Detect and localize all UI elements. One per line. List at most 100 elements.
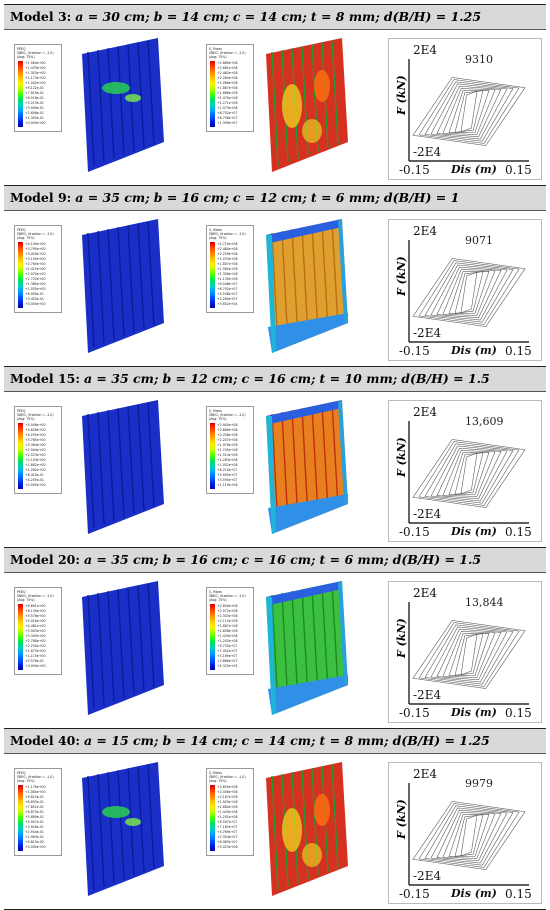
color-scale-bar xyxy=(18,604,23,670)
legend-value: +1.887e+08 xyxy=(217,624,238,628)
legend-value: +1.673e+00 xyxy=(25,649,46,653)
hysteresis-plot: 2E4 -2E4 F (kN) 9310 -0.15 Dis (m) 0.15 xyxy=(388,38,542,180)
legend-value: +0.000e+00 xyxy=(25,121,46,125)
param-a: a = 35 cm; xyxy=(83,552,159,567)
legend-value: +7.183e+07 xyxy=(217,825,238,829)
peeq-legend: PEEQ SNEG, (fraction = -1.0) (Avg: 75%) +4.… xyxy=(14,225,62,313)
legend-subheading: SNEG, (fraction = -1.0) xyxy=(209,413,246,417)
legend-heading: S, Mises xyxy=(209,409,222,413)
legend-value: +1.684e+08 xyxy=(217,805,238,809)
legend-value: +1.202e+08 xyxy=(217,639,238,643)
legend-avg: (Avg: 75%) xyxy=(209,598,227,602)
legend-value: +3.795e+00 xyxy=(25,247,46,251)
model-row: PEEQ SNEG, (fraction = -1.0) (Avg: 75%) +1.… xyxy=(4,30,546,185)
legend-value: +2.860e+08 xyxy=(217,61,238,65)
legend-heading: S, Mises xyxy=(209,771,222,775)
legend-value: +5.889e-01 xyxy=(25,815,44,819)
legend-value: +3.364e+00 xyxy=(25,443,46,447)
legend-value: +1.658e+08 xyxy=(217,629,238,633)
peeq-legend: PEEQ SNEG, (fraction = -1.0) (Avg: 75%) +1.… xyxy=(14,44,62,132)
legend-value: +6.900e-01 xyxy=(25,292,44,296)
x-left-label: -0.15 xyxy=(399,344,430,358)
legend-value: +6.756e+07 xyxy=(217,116,238,120)
legend-subheading: SNEG, (fraction = -1.0) xyxy=(17,413,54,417)
legend-values: +2.650e+08 +2.408e+08 +2.167e+08 +1.925e+08… xyxy=(217,785,237,850)
mises-legend: S, Mises SNEG, (fraction = -1.0) (Avg: 75%… xyxy=(206,225,254,313)
param-b: b = 12 cm; xyxy=(162,371,238,386)
model-row: PEEQ SNEG, (fraction = -1.0) (Avg: 75%) +5.… xyxy=(4,392,546,547)
legend-value: +3.785e+00 xyxy=(25,438,46,442)
param-t: t = 6 mm; xyxy=(310,190,380,205)
y-top-label: 2E4 xyxy=(413,405,438,419)
legend-value: +1.042e+00 xyxy=(25,81,46,85)
legend-avg: (Avg: 75%) xyxy=(209,236,227,240)
color-scale-bar xyxy=(18,785,23,851)
color-scale-bar xyxy=(18,242,23,308)
peeq-wall-render xyxy=(78,217,168,361)
param-t: t = 8 mm; xyxy=(319,733,389,748)
legend-value: +1.115e+00 xyxy=(25,654,46,658)
legend-value: +6.983e+07 xyxy=(217,840,238,844)
color-scale-bar xyxy=(210,604,215,670)
legend-values: +2.710e+08 +2.484e+08 +2.259e+08 +2.033e+08… xyxy=(217,242,237,307)
legend-value: +2.944e-01 xyxy=(25,830,44,834)
legend-value: +2.710e+08 xyxy=(217,242,238,246)
legend-value: +2.070e+00 xyxy=(25,272,46,276)
legend-values: +4.140e+00 +3.795e+00 +3.450e+00 +3.105e+00… xyxy=(25,242,45,307)
legend-value: +5.320e+05 xyxy=(217,664,238,668)
model-title: Model 9: xyxy=(10,190,72,205)
legend-avg: (Avg: 75%) xyxy=(17,598,35,602)
legend-value: +3.590e+07 xyxy=(217,478,238,482)
color-scale-bar xyxy=(210,61,215,127)
peeq-wall-render xyxy=(78,36,168,180)
legend-value: +1.682e+00 xyxy=(25,463,46,467)
legend-value: +0.000e+00 xyxy=(25,483,46,487)
x-right-label: 0.15 xyxy=(505,525,532,539)
legend-value: +9.122e-01 xyxy=(25,86,44,90)
y-axis-label: F (kN) xyxy=(395,618,408,658)
legend-value: +1.668e+08 xyxy=(217,91,238,95)
legend-value: +2.408e+08 xyxy=(217,790,238,794)
y-top-label: 2E4 xyxy=(413,43,438,57)
x-axis-label: Dis (m) xyxy=(451,525,497,538)
mises-legend: S, Mises SNEG, (fraction = -1.0) (Avg: 75%… xyxy=(206,587,254,675)
legend-value: +9.735e+07 xyxy=(217,644,238,648)
legend-value: +6.516e-01 xyxy=(25,96,44,100)
peak-force-label: 13,844 xyxy=(465,596,504,609)
model-title: Model 40: xyxy=(10,733,80,748)
legend-value: +1.173e+00 xyxy=(25,76,46,80)
legend-value: +3.105e+00 xyxy=(25,257,46,261)
legend-avg: (Avg: 75%) xyxy=(17,236,35,240)
legend-value: +5.900e+07 xyxy=(217,473,238,477)
hysteresis-plot: 2E4 -2E4 F (kN) 13,844 -0.15 Dis (m) 0.15 xyxy=(388,581,542,723)
legend-value: +2.788e+00 xyxy=(25,639,46,643)
y-bottom-label: -2E4 xyxy=(413,507,442,521)
legend-value: +9.048e+07 xyxy=(217,282,238,286)
x-axis-label: Dis (m) xyxy=(451,163,497,176)
x-right-label: 0.15 xyxy=(505,887,532,901)
legend-value: +4.461e+00 xyxy=(25,624,46,628)
legend-value: +5.046e+00 xyxy=(25,423,46,427)
legend-value: +2.484e+08 xyxy=(217,247,238,251)
legend-value: +8.210e+07 xyxy=(217,468,238,472)
legend-value: +2.572e+08 xyxy=(217,609,238,613)
mises-wall-render xyxy=(262,760,352,904)
legend-value: +8.410e-01 xyxy=(25,473,44,477)
hysteresis-plot: 2E4 -2E4 F (kN) 9071 -0.15 Dis (m) 0.15 xyxy=(388,219,542,361)
param-c: c = 14 cm; xyxy=(232,9,307,24)
legend-heading: PEEQ xyxy=(17,228,26,232)
x-left-label: -0.15 xyxy=(399,525,430,539)
legend-value: +2.650e+08 xyxy=(217,785,238,789)
legend-value: +2.606e-01 xyxy=(25,111,44,115)
param-b: b = 16 cm; xyxy=(162,552,238,567)
legend-value: +1.443e+08 xyxy=(217,810,238,814)
x-right-label: 0.15 xyxy=(505,706,532,720)
param-t: t = 10 mm; xyxy=(319,371,398,386)
x-axis-label: Dis (m) xyxy=(451,344,497,357)
mises-wall-render xyxy=(262,398,352,542)
legend-value: +1.867e+08 xyxy=(217,86,238,90)
legend-value: +2.523e+00 xyxy=(25,453,46,457)
mises-wall-render xyxy=(262,579,352,723)
param-ratio: d(B/H) = 1.5 xyxy=(392,552,482,567)
model-header: Model 20: a = 35 cm; b = 16 cm; c = 16 c… xyxy=(4,548,546,573)
